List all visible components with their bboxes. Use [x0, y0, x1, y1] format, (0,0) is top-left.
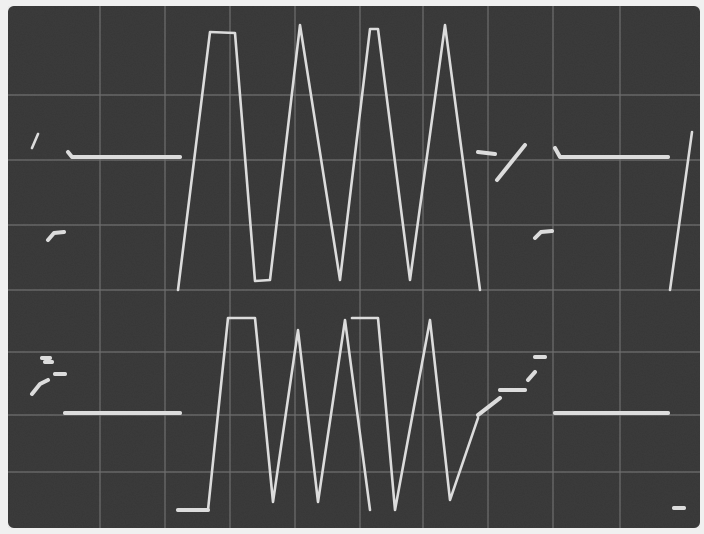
trace-segment: [30, 132, 40, 150]
trace-segment: [30, 378, 50, 396]
trace-segment: [553, 146, 670, 159]
trace-segment: [476, 150, 497, 156]
trace-segment: [668, 130, 694, 292]
trace-segment: [176, 23, 482, 292]
lower-trace: [30, 316, 686, 512]
trace-segment: [46, 230, 66, 242]
trace-segment: [533, 229, 554, 240]
trace-segment: [495, 143, 527, 182]
trace-segment: [526, 370, 537, 382]
trace-segment: [206, 316, 372, 512]
screen: [8, 6, 700, 528]
trace-segment: [476, 396, 502, 417]
upper-trace: [30, 23, 694, 292]
trace-segment: [66, 150, 182, 159]
trace-segment: [350, 316, 480, 512]
